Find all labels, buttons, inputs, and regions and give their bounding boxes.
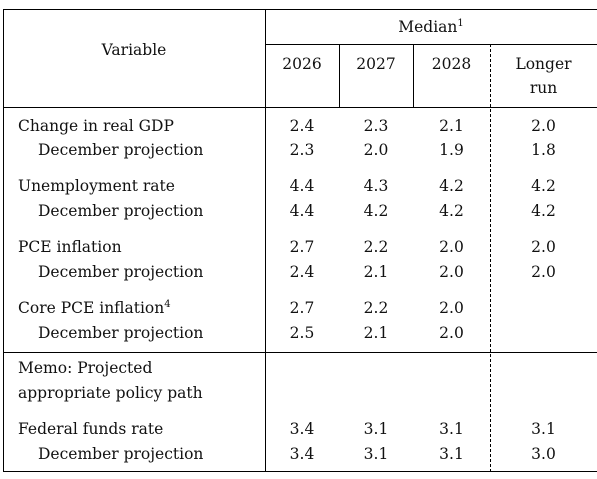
table-bottom-rule	[3, 471, 597, 472]
cell: 4.2	[439, 177, 464, 195]
longer-run-dashed-divider	[490, 44, 491, 472]
cell: 3.1	[363, 445, 389, 463]
cell: 2.4	[289, 117, 315, 135]
cell: 2.0	[439, 324, 464, 342]
cell: 2.0	[531, 238, 556, 256]
cell: 2.0	[531, 117, 556, 135]
cell: 2.7	[289, 299, 315, 317]
memo-label-line2: appropriate policy path	[18, 384, 203, 402]
cell: 2.3	[289, 141, 315, 159]
cell: 3.1	[363, 420, 389, 438]
row-label: December projection	[38, 202, 204, 220]
memo-label-line1: Memo: Projected	[18, 359, 153, 377]
longer-run-header-line2: run	[529, 79, 558, 97]
cell: 4.4	[289, 202, 315, 220]
cell: 3.4	[289, 420, 315, 438]
cell: 4.2	[439, 202, 464, 220]
row-label-text: Core PCE inflation	[18, 299, 165, 317]
cell: 2.0	[531, 263, 556, 281]
cell: 3.0	[531, 445, 556, 463]
cell: 2.3	[363, 117, 389, 135]
cell: 4.4	[289, 177, 315, 195]
year-header-2028: 2028	[431, 55, 472, 73]
cell: 2.7	[289, 238, 315, 256]
cell: 2.1	[439, 117, 464, 135]
cell: 2.2	[363, 299, 389, 317]
median-header: Median1	[265, 18, 597, 36]
cell: 3.4	[289, 445, 315, 463]
longer-run-header-line1: Longer	[515, 55, 572, 73]
cell: 2.5	[289, 324, 315, 342]
year-header-2027: 2027	[356, 55, 396, 73]
cell: 2.0	[439, 263, 464, 281]
cell: 2.4	[289, 263, 315, 281]
row-label: Change in real GDP	[18, 117, 174, 135]
cell: 4.2	[531, 177, 556, 195]
cell: 1.9	[439, 141, 464, 159]
cell: 2.1	[363, 324, 389, 342]
median-label: Median	[398, 18, 458, 36]
row-label: Core PCE inflation4	[18, 299, 171, 317]
footnote-marker: 4	[164, 299, 171, 310]
cell: 3.1	[439, 445, 464, 463]
left-border	[3, 9, 4, 472]
cell: 3.1	[531, 420, 556, 438]
footnote-marker: 1	[457, 18, 464, 29]
cell: 4.3	[363, 177, 389, 195]
cell: 2.1	[363, 263, 389, 281]
cell: 3.1	[439, 420, 464, 438]
cell: 2.0	[439, 238, 464, 256]
row-label: December projection	[38, 141, 204, 159]
cell: 4.2	[531, 202, 556, 220]
year-divider-1	[339, 44, 340, 108]
variable-column-divider	[265, 9, 266, 472]
row-label: Unemployment rate	[18, 177, 175, 195]
row-label: Federal funds rate	[18, 420, 164, 438]
median-header-rule	[265, 44, 597, 45]
row-label: December projection	[38, 324, 204, 342]
cell: 2.0	[363, 141, 389, 159]
cell: 4.2	[363, 202, 389, 220]
row-label: December projection	[38, 263, 204, 281]
table-top-rule	[3, 9, 597, 10]
cell: 2.0	[439, 299, 464, 317]
memo-top-rule	[3, 352, 597, 353]
header-bottom-rule	[3, 107, 597, 108]
row-label: December projection	[38, 445, 204, 463]
cell: 2.2	[363, 238, 389, 256]
row-label: PCE inflation	[18, 238, 122, 256]
cell: 1.8	[531, 141, 556, 159]
variable-header: Variable	[101, 41, 167, 59]
year-header-2026: 2026	[282, 55, 322, 73]
year-divider-2	[413, 44, 414, 108]
